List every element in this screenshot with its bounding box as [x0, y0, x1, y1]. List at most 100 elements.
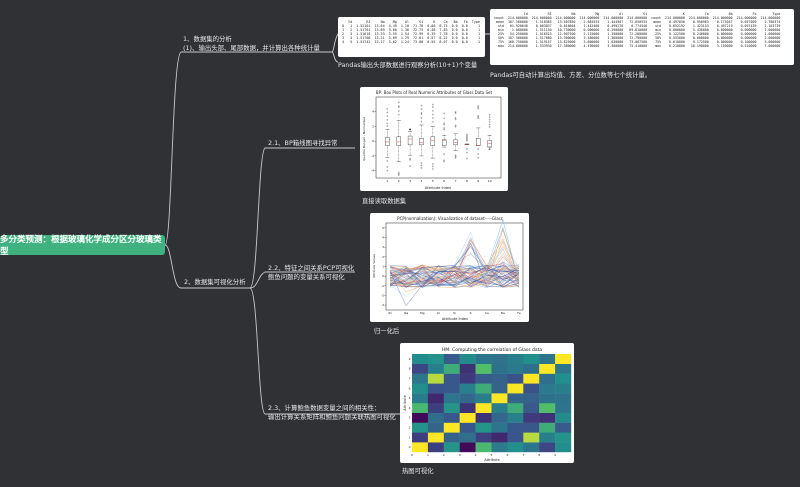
table-cell: 0.48 [427, 28, 436, 32]
subnode-heatmap[interactable]: 2.3、计算鲍鱼数据变量之间的相关性： 输出计算关系矩阵和鲍鱼问题关联热图可视化 [268, 404, 396, 422]
table-cell: 13.407850 [557, 20, 576, 24]
boxplot-xtick-label: 1 [386, 179, 388, 183]
subnode-pcp[interactable]: 2.2、特征之间关系PCP可视化 鲍鱼问题的变量关系可视化 [268, 264, 354, 282]
heatmap-cell [555, 383, 572, 394]
pcp-ytick-label: 5 [382, 226, 384, 230]
boxplot-chart-image[interactable]: BP: Box Plots of Real Numeric Attributes… [360, 87, 508, 191]
boxplot-xtick-label: 5 [432, 179, 434, 183]
heatmap-chart-image[interactable]: HM: Computing the correlation of Glass d… [400, 343, 574, 463]
heatmap-cell [507, 363, 524, 374]
heatmap-cell [555, 393, 572, 404]
heatmap-cell [427, 412, 444, 423]
table-cell: 72.73 [413, 28, 424, 32]
heatmap-xtick-label: 7 [522, 453, 524, 457]
heatmap-chart: HM: Computing the correlation of Glass d… [403, 347, 572, 462]
pcp-xtick-label: Mg [420, 311, 425, 315]
table-cell: 3.150000 [716, 44, 733, 48]
subnode-boxplot[interactable]: 2.1、BP箱线图寻找异常 [268, 139, 338, 148]
table-cell: 0.290000 [607, 28, 624, 32]
table-header-cell: K [433, 20, 436, 24]
pcp-series-line [389, 268, 520, 307]
boxplot-ytick-label: -4 [371, 169, 374, 173]
table-cell: 0.097439 [740, 24, 757, 28]
heatmap-cell [507, 383, 524, 394]
connector-branch-1 [164, 51, 325, 246]
heatmap-cell [523, 383, 540, 394]
table-row: 0 1 1.52101 13.64 4.49 1.10 71.78 0.06 8.75 0.0 0.… [340, 24, 482, 28]
table-cell: min [497, 28, 504, 32]
table-header-cell: Fe [463, 20, 468, 24]
table-cell: 3.69 [388, 36, 397, 40]
pcp-ytick-label: -2 [381, 294, 384, 298]
table-cell: 1 [350, 24, 353, 28]
heatmap-cell [443, 373, 460, 384]
table-row: 3 4 1.51766 13.21 3.69 1.29 72.61 0.57 8.22 0.0 0.… [340, 36, 482, 40]
boxplot-title: BP: Box Plots of Real Numeric Attributes… [376, 90, 493, 95]
table-cell: 75% [497, 40, 504, 44]
heatmap-xtick-label: 4 [475, 453, 477, 457]
table-cell: 2.000000 [764, 36, 781, 40]
table-cell: 214.000000 [555, 16, 576, 20]
heatmap-cell [475, 403, 492, 413]
table-cell: 0.0 [461, 36, 468, 40]
heatmap-cell [412, 412, 429, 423]
table-cell: 214.000000 [579, 16, 600, 20]
heatmap-cell [507, 422, 524, 433]
table-cell: 1.423153 [692, 24, 709, 28]
table-cell: 72.790000 [629, 36, 648, 40]
heatmap-cell [523, 442, 540, 453]
boxplot-box [419, 104, 424, 169]
table-cell: 2 [342, 32, 345, 36]
boxplot-box [385, 108, 390, 172]
boxplot-xtick-label: 2 [398, 179, 400, 183]
table-cell: 1 [342, 28, 345, 32]
boxplot-xtick-label: 10 [488, 179, 492, 183]
table-cell: 0.122500 [669, 32, 685, 36]
boxplot-box [476, 105, 481, 159]
table-cell: 75.410000 [629, 44, 648, 48]
pcp-xtick-label: RI [389, 311, 392, 315]
boxplot-xtick-label: 6 [443, 179, 445, 183]
boxplot-box [487, 113, 492, 151]
table-header-cell: RI [366, 20, 371, 24]
table-cell: 0.175047 [716, 20, 733, 24]
heatmap-cell [523, 363, 540, 374]
heatmap-cell [491, 393, 508, 404]
heatmap-cell [507, 403, 524, 413]
table-cell: 7.000000 [764, 44, 781, 48]
table-cell: 4.49 [388, 24, 397, 28]
boxplot-box [453, 111, 458, 159]
heatmap-cell [491, 412, 508, 423]
pcp-xtick-label: Na [404, 311, 408, 315]
table-row: max 214.000000 1.533930 17.380000 4.490000 3.… [492, 44, 782, 48]
table-cell: 13.64 [374, 24, 385, 28]
table-cell: 8.240000 [692, 32, 709, 36]
table-cell: 3 [342, 36, 345, 40]
branch-visualization[interactable]: 2、数据集可视化分析 [184, 278, 246, 287]
pcp-chart-image[interactable]: PCP(normalization): Visualization of dat… [370, 213, 529, 322]
table-cell: 0.057009 [740, 20, 757, 24]
heatmap-cell [507, 432, 524, 443]
table-cell: 75% [655, 40, 662, 44]
table-cell: 1.000000 [511, 28, 528, 32]
branch-dataset-analysis[interactable]: 1、数据集的分析 (1)、输出头部、尾部数据，并计算出各种统计量 [183, 35, 320, 53]
pcp-ytick-label: 0 [382, 274, 384, 278]
pcp-series-line [389, 267, 520, 288]
heatmap-cell [412, 354, 429, 364]
table-cell: 0.0 [461, 28, 468, 32]
connector-sub-1 [249, 147, 355, 289]
table-cell: 13.300000 [557, 36, 576, 40]
table-cell: std [497, 24, 504, 28]
pcp-title: PCP(normalization): Visualization of dat… [397, 216, 503, 221]
table-cell: 0.000000 [583, 28, 600, 32]
table-cell: 0.0 [451, 40, 458, 44]
root-topic-label: 多分类预测：根据玻璃化学成分区分玻璃类型 [0, 235, 162, 257]
table-cell: 7.83 [439, 28, 448, 32]
boxplot-box [396, 101, 401, 176]
branch-dataset-analysis-line1: 1、数据集的分析 [183, 35, 232, 43]
table-cell: 0.0 [461, 24, 468, 28]
describe-table-image[interactable]: Id RI Na Mg Al Si K Ca Ba Fe Type count 214.000000 21… [490, 9, 794, 65]
root-topic[interactable]: 多分类预测：根据玻璃化学成分区分玻璃类型 [0, 235, 165, 257]
table-cell: 214.000000 [507, 16, 528, 20]
head-table-image[interactable]: Id RI Na Mg Al Si K Ca Ba Fe Type 0 1 1.52101 13.64 4.4… [338, 17, 485, 57]
